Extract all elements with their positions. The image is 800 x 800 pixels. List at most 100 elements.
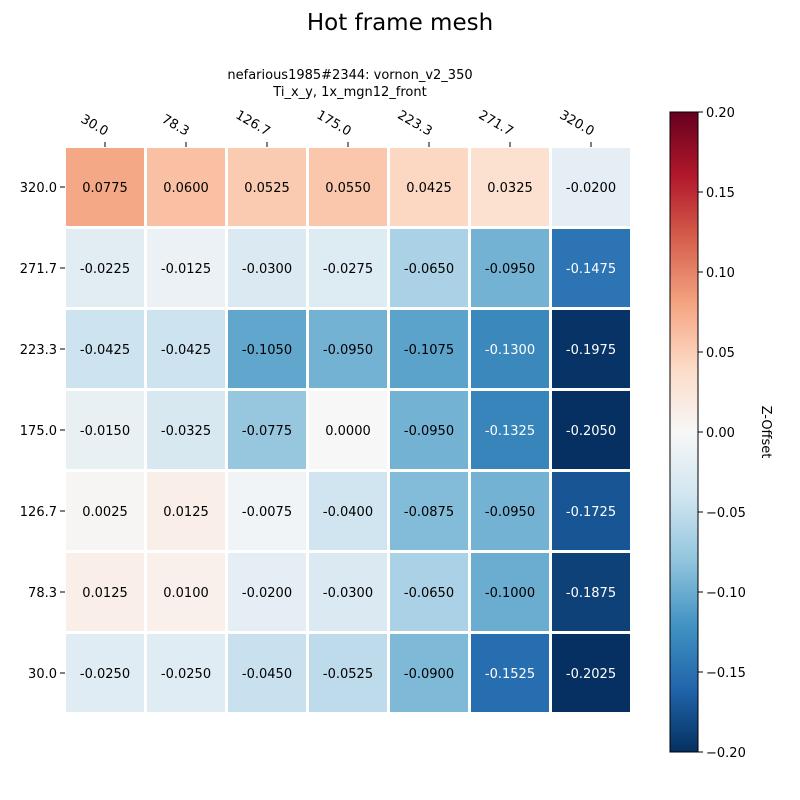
heatmap-cell (147, 229, 225, 307)
heatmap-cell (390, 553, 468, 631)
y-tick-label: 126.7 (20, 505, 57, 520)
heatmap-cell (471, 229, 549, 307)
cell-value-label: -0.0950 (485, 262, 535, 277)
heatmap-cell (66, 472, 144, 550)
colorbar-tick-label: 0.00 (706, 426, 735, 441)
heatmap-cell (552, 391, 630, 469)
cell-value-label: 0.0100 (163, 586, 209, 601)
cell-value-label: -0.0400 (323, 505, 373, 520)
cell-value-label: -0.1975 (566, 343, 616, 358)
cell-value-label: -0.0950 (323, 343, 373, 358)
heatmap-cell (147, 310, 225, 388)
cell-value-label: -0.2050 (566, 424, 616, 439)
heatmap-cell (66, 553, 144, 631)
cell-value-label: -0.0275 (323, 262, 373, 277)
heatmap-cell (66, 634, 144, 712)
cell-value-label: -0.0900 (404, 667, 454, 682)
y-tick-label: 223.3 (20, 343, 57, 358)
colorbar (669, 111, 699, 753)
colorbar-tick-label: −0.15 (706, 666, 746, 681)
cell-value-label: -0.0775 (242, 424, 292, 439)
colorbar-tick-label: 0.15 (706, 186, 735, 201)
colorbar-tick-label: 0.10 (706, 266, 735, 281)
y-tick-label: 78.3 (28, 586, 57, 601)
heatmap-cell (390, 148, 468, 226)
cell-value-label: -0.0425 (161, 343, 211, 358)
chart-subtitle-line-1: nefarious1985#2344: vornon_v2_350 (227, 68, 473, 83)
heatmap-cell (309, 472, 387, 550)
heatmap-cell (309, 148, 387, 226)
cell-value-label: 0.0600 (163, 181, 209, 196)
heatmap-cell (309, 310, 387, 388)
cell-value-label: -0.0225 (80, 262, 130, 277)
cell-value-label: 0.0000 (325, 424, 371, 439)
chart-subtitle-line-2: Ti_x_y, 1x_mgn12_front (273, 85, 427, 100)
heatmap-cell (552, 148, 630, 226)
cell-value-label: -0.1525 (485, 667, 535, 682)
cell-value-label: -0.0950 (485, 505, 535, 520)
heatmap-cell (66, 148, 144, 226)
cell-value-label: 0.0425 (406, 181, 452, 196)
cell-value-label: -0.0525 (323, 667, 373, 682)
cell-value-label: 0.0025 (82, 505, 128, 520)
cell-value-label: -0.0950 (404, 424, 454, 439)
cell-value-label: -0.1875 (566, 586, 616, 601)
cell-value-label: -0.0875 (404, 505, 454, 520)
cell-value-label: -0.0075 (242, 505, 292, 520)
cell-value-label: -0.2025 (566, 667, 616, 682)
heatmap-cell (390, 472, 468, 550)
heatmap-cell (147, 391, 225, 469)
cell-value-label: -0.0200 (242, 586, 292, 601)
y-tick-label: 30.0 (28, 667, 57, 682)
heatmap-cell (390, 229, 468, 307)
cell-value-label: 0.0550 (325, 181, 371, 196)
cell-value-label: -0.0200 (566, 181, 616, 196)
cell-value-label: -0.0425 (80, 343, 130, 358)
cell-value-label: -0.0325 (161, 424, 211, 439)
cell-value-label: -0.0650 (404, 586, 454, 601)
cell-value-label: -0.1050 (242, 343, 292, 358)
y-tick-label: 175.0 (20, 424, 57, 439)
heatmap-cell (471, 472, 549, 550)
heatmap-cell (552, 310, 630, 388)
cell-value-label: -0.1725 (566, 505, 616, 520)
heatmap-cell (471, 391, 549, 469)
heatmap-cell (228, 391, 306, 469)
heatmap-cell (228, 310, 306, 388)
x-tick-label: 126.7 (233, 108, 273, 140)
heatmap-cell (552, 634, 630, 712)
cell-value-label: -0.0650 (404, 262, 454, 277)
cell-value-label: -0.1075 (404, 343, 454, 358)
heatmap-cell (147, 148, 225, 226)
cell-value-label: -0.1475 (566, 262, 616, 277)
cell-value-label: -0.0250 (161, 667, 211, 682)
heatmap-cell (390, 634, 468, 712)
cell-value-label: 0.0775 (82, 181, 128, 196)
cell-value-label: 0.0325 (487, 181, 533, 196)
heatmap-cell (552, 229, 630, 307)
cell-value-label: 0.0125 (82, 586, 128, 601)
heatmap-cell (228, 229, 306, 307)
x-tick-label: 271.7 (476, 108, 516, 140)
heatmap-cell (147, 553, 225, 631)
cell-value-label: -0.0150 (80, 424, 130, 439)
cell-value-label: -0.0450 (242, 667, 292, 682)
heatmap-cell (471, 553, 549, 631)
x-tick-label: 78.3 (159, 112, 192, 139)
heatmap-cell (309, 634, 387, 712)
cell-value-label: -0.0125 (161, 262, 211, 277)
cell-value-label: 0.0525 (244, 181, 290, 196)
colorbar-tick-label: 0.20 (706, 106, 735, 121)
y-tick-label: 271.7 (20, 262, 57, 277)
heatmap-cell (66, 229, 144, 307)
colorbar-tick-label: −0.20 (706, 746, 746, 761)
colorbar-tick-label: 0.05 (706, 346, 735, 361)
y-tick-label: 320.0 (20, 181, 57, 196)
heatmap-cell (471, 634, 549, 712)
cell-value-label: 0.0125 (163, 505, 209, 520)
cell-value-label: -0.0300 (242, 262, 292, 277)
heatmap-cell (66, 310, 144, 388)
colorbar-tick-label: −0.05 (706, 506, 746, 521)
